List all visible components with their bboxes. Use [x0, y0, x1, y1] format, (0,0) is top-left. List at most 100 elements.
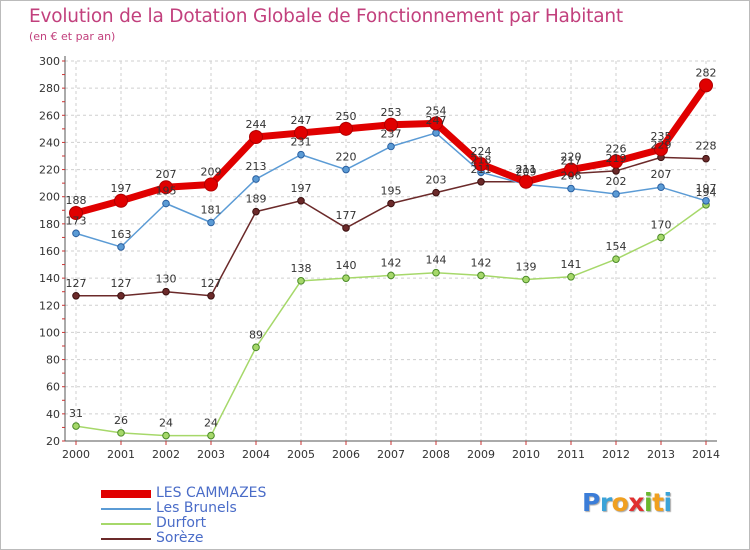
data-point [612, 167, 620, 175]
data-point [162, 431, 170, 440]
data-label: 209 [201, 166, 222, 179]
y-tick-label: 20 [46, 435, 60, 448]
data-point [519, 174, 533, 189]
y-tick-label: 260 [39, 109, 60, 122]
legend-label: LES CAMMAZES [156, 485, 267, 501]
logo-letter: P [582, 488, 600, 517]
data-label: 218 [471, 153, 492, 166]
y-tick-label: 220 [39, 164, 60, 177]
data-point [387, 142, 395, 151]
legend-swatch [101, 508, 151, 510]
data-label: 24 [159, 417, 173, 430]
legend-item-soreze[interactable]: Sorèze [101, 530, 361, 546]
data-point [207, 218, 215, 227]
data-point [387, 271, 395, 280]
data-label: 173 [66, 214, 87, 227]
y-tick-label: 180 [39, 218, 60, 231]
data-label: 235 [651, 130, 672, 143]
data-point [567, 184, 575, 193]
data-label: 144 [426, 254, 447, 267]
data-label: 220 [561, 151, 582, 164]
data-point [162, 287, 170, 296]
y-tick-label: 120 [39, 299, 60, 312]
data-point [252, 207, 260, 216]
data-label: 127 [111, 277, 132, 290]
x-tick-label: 2012 [602, 448, 630, 461]
data-point [612, 255, 620, 263]
data-label: 211 [516, 163, 537, 176]
data-point [567, 272, 575, 281]
data-label: 24 [204, 417, 218, 430]
y-tick-label: 40 [46, 408, 60, 421]
data-point [474, 157, 488, 172]
data-point [294, 125, 308, 140]
data-point [297, 196, 305, 205]
data-label: 189 [246, 193, 267, 206]
data-label: 244 [246, 118, 267, 131]
data-label: 207 [651, 168, 672, 181]
data-point [207, 291, 215, 300]
y-tick-label: 240 [39, 136, 60, 149]
data-point [432, 268, 440, 277]
x-tick-label: 2008 [422, 448, 450, 461]
data-point [387, 199, 395, 208]
data-label: 254 [426, 104, 447, 117]
data-label: 206 [561, 170, 582, 183]
x-tick-label: 2002 [152, 448, 180, 461]
x-tick-label: 2001 [107, 448, 135, 461]
data-point [702, 154, 710, 163]
data-label: 247 [291, 114, 312, 127]
legend-item-les-cammazes[interactable]: LES CAMMAZES [101, 485, 361, 501]
y-tick-label: 280 [39, 82, 60, 95]
y-tick-label: 140 [39, 272, 60, 285]
data-label: 211 [471, 163, 492, 176]
legend-item-durfort[interactable]: Durfort [101, 515, 361, 531]
y-tick-label: 80 [46, 354, 60, 367]
data-label: 282 [696, 66, 717, 79]
logo-letter: x [628, 488, 644, 517]
logo-letter: o [611, 488, 629, 517]
data-label: 202 [606, 175, 627, 188]
legend-swatch [101, 523, 151, 525]
legend-item-les-brunels[interactable]: Les Brunels [101, 500, 361, 516]
data-label: 197 [111, 182, 132, 195]
data-point [477, 177, 485, 186]
data-label: 154 [606, 240, 627, 253]
data-label: 140 [336, 259, 357, 272]
data-point [609, 154, 623, 169]
logo-letter: i [663, 488, 673, 517]
data-point [702, 196, 710, 205]
data-point [252, 343, 260, 352]
data-point [72, 291, 80, 300]
data-point [477, 271, 485, 280]
legend-label: Les Brunels [156, 500, 237, 516]
data-label: 142 [471, 256, 492, 269]
legend: LES CAMMAZES Les Brunels Durfort Sorèze [101, 485, 361, 546]
chart-title: Evolution de la Dotation Globale de Fonc… [29, 6, 623, 27]
data-label: 226 [606, 142, 627, 155]
data-label: 170 [651, 218, 672, 231]
data-label: 247 [426, 114, 447, 127]
data-label: 211 [516, 163, 537, 176]
data-point [432, 188, 440, 197]
data-point [342, 165, 350, 174]
data-label: 139 [516, 261, 537, 274]
data-label: 209 [516, 166, 537, 179]
data-label: 217 [561, 155, 582, 168]
data-label: 213 [246, 160, 267, 173]
data-point [117, 243, 125, 251]
data-label: 194 [696, 186, 717, 199]
x-tick-label: 2011 [557, 448, 585, 461]
data-label: 31 [69, 407, 83, 420]
data-point [342, 274, 350, 282]
data-label: 220 [336, 151, 357, 164]
data-label: 231 [291, 136, 312, 149]
data-label: 197 [291, 182, 312, 195]
y-tick-label: 100 [39, 326, 60, 339]
data-point [204, 177, 218, 192]
data-label: 141 [561, 258, 582, 271]
data-label: 195 [156, 185, 177, 198]
data-label: 181 [201, 204, 222, 217]
